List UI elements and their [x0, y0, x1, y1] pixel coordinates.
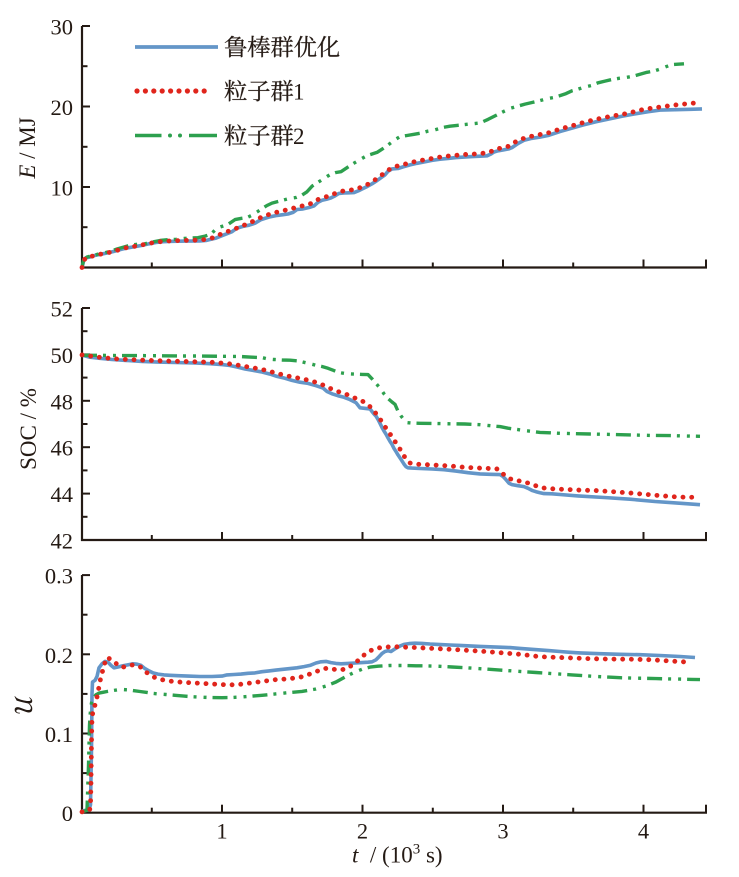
svg-text:E / MJ: E / MJ: [15, 117, 40, 179]
svg-text:SOC / %: SOC / %: [16, 388, 41, 470]
svg-text:52: 52: [51, 297, 74, 322]
svg-text:3: 3: [497, 819, 508, 844]
svg-text:46: 46: [51, 436, 74, 461]
svg-text:44: 44: [51, 482, 74, 507]
svg-text:2: 2: [357, 819, 368, 844]
svg-text:2: 2: [293, 124, 305, 149]
svg-text:0: 0: [62, 801, 73, 826]
svg-text:t / (103 s): t / (103 s): [352, 842, 443, 868]
svg-text:0.3: 0.3: [45, 564, 73, 589]
svg-text:0.2: 0.2: [45, 643, 73, 668]
svg-text:42: 42: [51, 529, 74, 554]
svg-text:1: 1: [293, 80, 305, 105]
svg-text:10: 10: [51, 176, 74, 201]
svg-text:4: 4: [638, 819, 649, 844]
svg-text:0.1: 0.1: [45, 722, 73, 747]
svg-text:50: 50: [51, 343, 74, 368]
svg-text:1: 1: [216, 819, 227, 844]
svg-text:30: 30: [51, 15, 74, 40]
svg-text:20: 20: [51, 95, 74, 120]
svg-text:48: 48: [51, 389, 74, 414]
